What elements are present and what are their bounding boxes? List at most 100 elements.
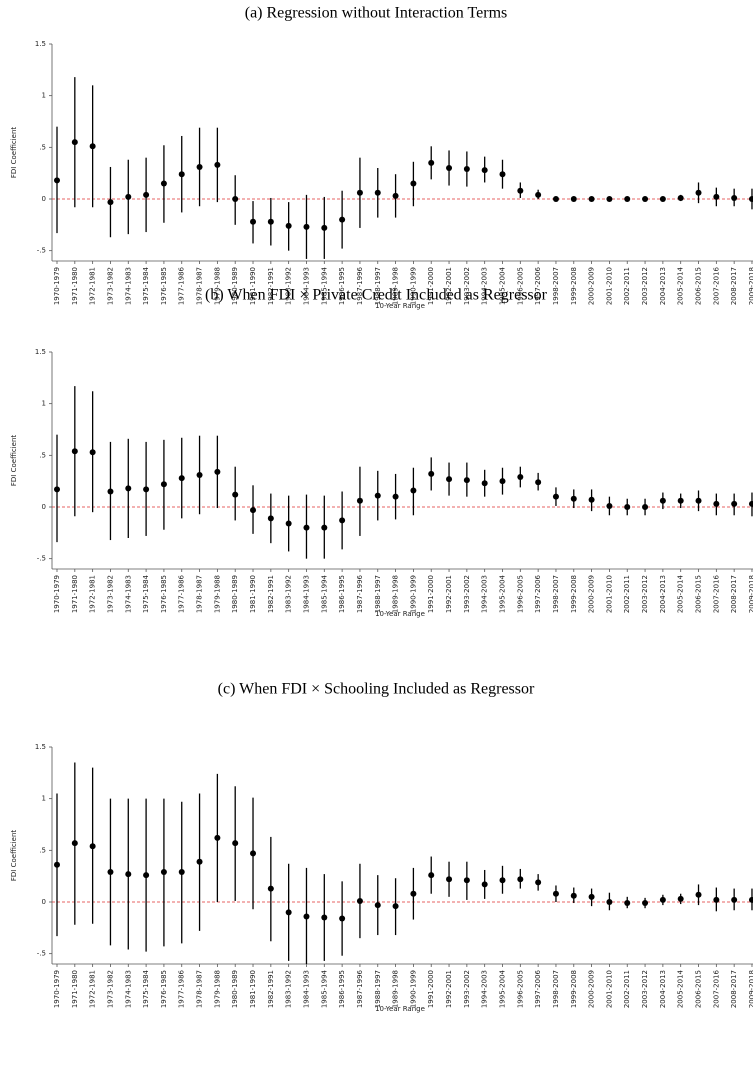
x-tick-label: 1984-1993 <box>302 970 310 1008</box>
x-tick-label: 1999-2008 <box>570 267 578 305</box>
x-tick-label: 1975-1984 <box>142 266 150 305</box>
point-estimate <box>71 139 78 146</box>
point-estimate <box>428 470 435 477</box>
y-tick-label: 1 <box>42 92 46 100</box>
point-estimate <box>624 196 631 202</box>
x-tick-label: 1990-1999 <box>409 970 417 1008</box>
x-tick-label: 2001-2010 <box>605 970 613 1008</box>
x-tick-label: 1970-1979 <box>53 970 61 1008</box>
x-tick-label: 2007-2016 <box>712 266 720 305</box>
point-estimate <box>463 477 470 484</box>
point-estimate <box>713 500 720 507</box>
point-estimate <box>410 487 417 494</box>
x-tick-label: 1971-1980 <box>71 575 79 613</box>
x-tick-label: 1994-2003 <box>481 970 489 1008</box>
x-tick-label: 2005-2014 <box>677 266 685 305</box>
x-tick-label: 1976-1985 <box>160 970 168 1008</box>
point-estimate <box>677 497 684 504</box>
x-tick-label: 2009-2018 <box>748 575 753 613</box>
x-tick-label: 1992-2001 <box>445 970 453 1008</box>
x-tick-label: 2008-2017 <box>730 575 738 613</box>
point-estimate <box>54 486 60 493</box>
point-estimate <box>428 872 435 879</box>
point-estimate <box>214 834 221 841</box>
chart-title: (b) When FDI × Private Credit Included a… <box>205 287 548 304</box>
x-tick-label: 2006-2015 <box>695 970 703 1008</box>
point-estimate <box>392 493 399 500</box>
point-estimate <box>552 493 559 500</box>
x-tick-label: 1995-2004 <box>499 969 507 1008</box>
point-estimate <box>285 909 292 916</box>
point-estimate <box>250 507 257 514</box>
x-tick-label: 1993-2002 <box>463 267 471 305</box>
x-tick-label: 1991-2000 <box>427 970 435 1008</box>
x-tick-label: 1982-1991 <box>267 267 275 305</box>
point-estimate <box>160 869 167 876</box>
panel: (b) When FDI × Private Credit Included a… <box>10 287 753 618</box>
x-tick-label: 1978-1987 <box>196 575 204 613</box>
point-estimate <box>428 159 435 166</box>
point-estimate <box>642 196 649 202</box>
x-tick-label: 1971-1980 <box>71 267 79 305</box>
point-estimate <box>481 167 488 174</box>
x-tick-label: 2007-2016 <box>712 574 720 613</box>
x-tick-label: 1979-1988 <box>213 267 221 305</box>
point-estimate <box>552 890 559 897</box>
x-tick-label: 1991-2000 <box>427 267 435 305</box>
point-estimate <box>481 480 488 487</box>
point-estimate <box>659 196 666 202</box>
point-estimate <box>535 191 542 198</box>
x-tick-label: 1982-1991 <box>267 575 275 613</box>
x-tick-label: 1977-1986 <box>178 266 186 305</box>
point-estimate <box>196 471 203 478</box>
point-estimate <box>303 913 310 920</box>
x-tick-label: 1991-2000 <box>427 575 435 613</box>
x-tick-label: 1992-2001 <box>445 267 453 305</box>
x-tick-label: 1992-2001 <box>445 575 453 613</box>
x-tick-label: 1979-1988 <box>213 970 221 1008</box>
point-estimate <box>232 840 239 847</box>
x-tick-label: 1986-1995 <box>338 575 346 613</box>
point-estimate <box>54 861 60 868</box>
x-tick-label: 1974-1983 <box>124 970 132 1008</box>
x-axis-label: 10-Year Range <box>375 302 425 310</box>
point-estimate <box>499 171 506 178</box>
x-tick-label: 1973-1982 <box>106 267 114 305</box>
x-tick-label: 2006-2015 <box>695 267 703 305</box>
point-estimate <box>107 199 114 206</box>
point-estimate <box>374 492 381 499</box>
point-estimate <box>463 166 470 173</box>
point-estimate <box>178 171 185 178</box>
x-tick-label: 1983-1992 <box>285 575 293 613</box>
x-tick-label: 2008-2017 <box>730 267 738 305</box>
x-tick-label: 1990-1999 <box>409 575 417 613</box>
panel: (a) Regression without Interaction Terms… <box>10 5 753 310</box>
point-estimate <box>285 520 292 527</box>
point-estimate <box>339 517 346 524</box>
point-estimate <box>570 892 577 899</box>
y-tick-label: 0 <box>42 503 46 511</box>
point-estimate <box>107 488 114 495</box>
point-estimate <box>588 196 595 202</box>
x-tick-label: 1978-1987 <box>196 970 204 1008</box>
point-estimate <box>731 500 738 507</box>
x-tick-label: 2002-2011 <box>623 575 631 613</box>
point-estimate <box>677 895 684 902</box>
point-estimate <box>267 885 274 892</box>
point-estimate <box>642 900 649 907</box>
point-estimate <box>517 876 524 883</box>
x-tick-label: 1972-1981 <box>89 575 97 613</box>
point-estimate <box>125 871 132 878</box>
point-estimate <box>321 224 328 231</box>
x-tick-label: 1977-1986 <box>178 574 186 613</box>
point-estimate <box>588 893 595 900</box>
point-estimate <box>89 843 96 850</box>
point-estimate <box>214 468 221 475</box>
x-tick-label: 2005-2014 <box>677 969 685 1008</box>
x-tick-label: 1983-1992 <box>285 970 293 1008</box>
point-estimate <box>160 481 167 488</box>
point-estimate <box>214 161 221 168</box>
x-tick-label: 1980-1989 <box>231 970 239 1008</box>
x-tick-label: 1973-1982 <box>106 970 114 1008</box>
x-tick-label: 2000-2009 <box>588 970 596 1008</box>
